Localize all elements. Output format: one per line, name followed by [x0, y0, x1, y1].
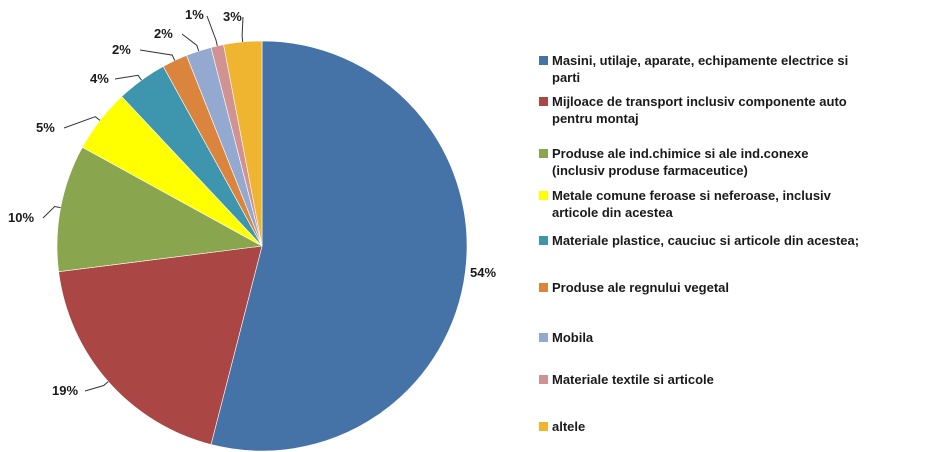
- legend-label-masini-utilaje-aparate-echipamente-elect: Masini, utilaje, aparate, echipamente el…: [552, 53, 848, 85]
- legend-label-materiale-textile-si-articole: Materiale textile si articole: [552, 372, 714, 387]
- leader-line-produse-ale-regnului-vegetal: [139, 49, 176, 61]
- legend-item-metale-comune-feroase-si-neferoase-inclu: Metale comune feroase si neferoase, incl…: [539, 188, 832, 220]
- pct-label-materiale-plastice-cauciuc-si-articole-d: 4%: [90, 71, 109, 86]
- leader-line-altele: [241, 16, 244, 42]
- legend-item-masini-utilaje-aparate-echipamente-elect: Masini, utilaje, aparate, echipamente el…: [539, 53, 848, 85]
- legend-swatch-produse-ale-regnului-vegetal: [539, 283, 548, 292]
- leader-line-produse-ale-ind-chimice-si-ale-ind-conex: [42, 205, 61, 219]
- leader-line-mobila: [181, 33, 200, 52]
- legend-label-metale-comune-feroase-si-neferoase-inclu: Metale comune feroase si neferoase, incl…: [552, 188, 832, 220]
- leader-line-metale-comune-feroase-si-neferoase-inclu: [63, 116, 101, 129]
- pie-slice-altele: [223, 40, 263, 247]
- leader-line-materiale-textile-si-articole: [206, 15, 218, 47]
- pct-label-masini-utilaje-aparate-echipamente-elect: 54%: [470, 265, 496, 280]
- pct-label-produse-ale-ind-chimice-si-ale-ind-conex: 10%: [8, 210, 34, 225]
- legend-label-mijloace-de-transport-inclusiv-component: Mijloace de transport inclusiv component…: [552, 94, 847, 126]
- pie-slice-produse-ale-ind-chimice-si-ale-ind-conex: [56, 146, 263, 273]
- legend-label-altele: altele: [552, 419, 585, 434]
- legend-swatch-altele: [539, 422, 548, 431]
- legend-item-produse-ale-regnului-vegetal: Produse ale regnului vegetal: [539, 280, 729, 295]
- pct-label-materiale-textile-si-articole: 1%: [185, 7, 204, 22]
- legend-label-produse-ale-regnului-vegetal: Produse ale regnului vegetal: [552, 280, 729, 295]
- pie-slices: [56, 40, 468, 452]
- pct-label-mobila: 2%: [154, 26, 173, 41]
- leader-line-mijloace-de-transport-inclusiv-component: [84, 381, 109, 392]
- legend-item-mobila: Mobila: [539, 330, 594, 345]
- legend-item-altele: altele: [539, 419, 585, 434]
- legend-label-materiale-plastice-cauciuc-si-articole-d: Materiale plastice, cauciuc si articole …: [552, 233, 859, 248]
- legend-label-produse-ale-ind-chimice-si-ale-ind-conex: Produse ale ind.chimice si ale ind.conex…: [552, 146, 808, 178]
- legend-item-produse-ale-ind-chimice-si-ale-ind-conex: Produse ale ind.chimice si ale ind.conex…: [539, 146, 808, 178]
- pie-slice-masini-utilaje-aparate-echipamente-elect: [210, 40, 468, 452]
- legend-label-mobila: Mobila: [552, 330, 594, 345]
- legend-swatch-mobila: [539, 333, 548, 342]
- legend-swatch-produse-ale-ind-chimice-si-ale-ind-conex: [539, 149, 548, 158]
- percentage-labels: 54%19%10%5%4%2%2%1% 3%: [8, 7, 496, 398]
- legend-item-materiale-textile-si-articole: Materiale textile si articole: [539, 372, 714, 387]
- legend-item-materiale-plastice-cauciuc-si-articole-d: Materiale plastice, cauciuc si articole …: [539, 233, 859, 248]
- legend: Masini, utilaje, aparate, echipamente el…: [539, 53, 859, 434]
- pct-label-altele: 3%: [223, 9, 242, 24]
- pie-slice-mijloace-de-transport-inclusiv-component: [58, 245, 263, 445]
- legend-swatch-materiale-textile-si-articole: [539, 375, 548, 384]
- pct-label-metale-comune-feroase-si-neferoase-inclu: 5%: [36, 120, 55, 135]
- label-leader-lines: [42, 15, 244, 392]
- pct-label-produse-ale-regnului-vegetal: 2%: [112, 42, 131, 57]
- legend-swatch-mijloace-de-transport-inclusiv-component: [539, 97, 548, 106]
- leader-line-materiale-plastice-cauciuc-si-articole-d: [114, 74, 142, 81]
- legend-item-mijloace-de-transport-inclusiv-component: Mijloace de transport inclusiv component…: [539, 94, 847, 126]
- legend-swatch-metale-comune-feroase-si-neferoase-inclu: [539, 191, 548, 200]
- pct-label-mijloace-de-transport-inclusiv-component: 19%: [52, 383, 78, 398]
- legend-swatch-materiale-plastice-cauciuc-si-articole-d: [539, 236, 548, 245]
- legend-swatch-masini-utilaje-aparate-echipamente-elect: [539, 56, 548, 65]
